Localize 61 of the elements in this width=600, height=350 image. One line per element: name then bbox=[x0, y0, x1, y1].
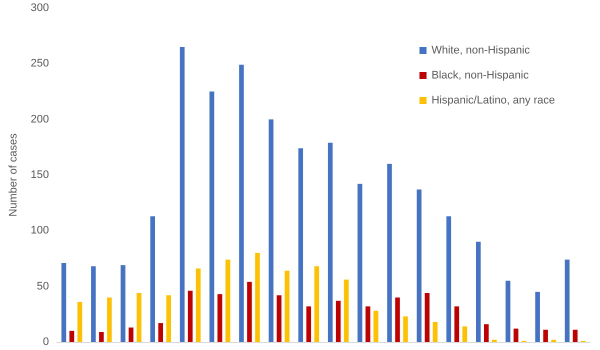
bar bbox=[276, 295, 282, 342]
bar bbox=[226, 260, 230, 342]
bar bbox=[506, 280, 510, 342]
bar bbox=[314, 266, 320, 342]
bar bbox=[158, 323, 163, 342]
bar bbox=[564, 260, 570, 342]
bar bbox=[514, 328, 518, 342]
bar bbox=[358, 184, 362, 342]
bar bbox=[120, 265, 126, 342]
bar bbox=[416, 189, 422, 342]
bar bbox=[306, 306, 312, 342]
bar bbox=[188, 290, 193, 342]
bar bbox=[336, 300, 341, 342]
bar bbox=[572, 330, 578, 342]
bar bbox=[128, 328, 134, 342]
bar bbox=[462, 326, 468, 342]
bar bbox=[255, 252, 260, 342]
legend-label: Black, non-Hispanic bbox=[431, 70, 530, 82]
bar bbox=[209, 92, 214, 342]
bar bbox=[284, 270, 290, 342]
bar bbox=[432, 322, 438, 342]
bar bbox=[328, 142, 333, 342]
bar bbox=[387, 164, 392, 342]
bar bbox=[99, 332, 104, 342]
y-tick-label: 0 bbox=[42, 336, 49, 348]
legend-label: White, non-Hispanic bbox=[431, 44, 530, 56]
bar bbox=[166, 295, 172, 342]
bar bbox=[91, 266, 96, 342]
bar bbox=[543, 330, 548, 342]
bar bbox=[239, 64, 244, 342]
bar bbox=[476, 242, 481, 342]
y-tick-label: 200 bbox=[30, 113, 49, 126]
bar bbox=[180, 46, 185, 342]
bar bbox=[454, 306, 460, 342]
legend-label: Hispanic/Latino, any race bbox=[431, 94, 555, 106]
bar bbox=[484, 324, 489, 342]
bar bbox=[374, 310, 378, 342]
bar bbox=[107, 297, 112, 342]
bar bbox=[366, 306, 370, 342]
bar bbox=[446, 216, 452, 342]
bar bbox=[247, 282, 252, 342]
bar bbox=[535, 292, 540, 342]
bar bbox=[136, 293, 142, 342]
bar bbox=[403, 316, 408, 342]
bar bbox=[395, 297, 400, 342]
y-axis-title: Number of cases bbox=[8, 132, 20, 217]
y-tick-label: 250 bbox=[30, 58, 49, 70]
bar bbox=[150, 216, 155, 342]
bar bbox=[218, 294, 222, 342]
bar bbox=[268, 119, 274, 342]
y-tick-label: 50 bbox=[36, 280, 49, 292]
bar bbox=[77, 302, 82, 342]
bar bbox=[298, 148, 304, 342]
y-tick-label: 150 bbox=[30, 169, 49, 181]
bar bbox=[344, 280, 349, 342]
bar bbox=[196, 268, 201, 342]
bar bbox=[69, 330, 74, 342]
y-tick-label: 300 bbox=[30, 2, 49, 14]
bar bbox=[61, 262, 66, 342]
y-tick-label: 100 bbox=[30, 224, 49, 237]
bar bbox=[424, 293, 430, 342]
